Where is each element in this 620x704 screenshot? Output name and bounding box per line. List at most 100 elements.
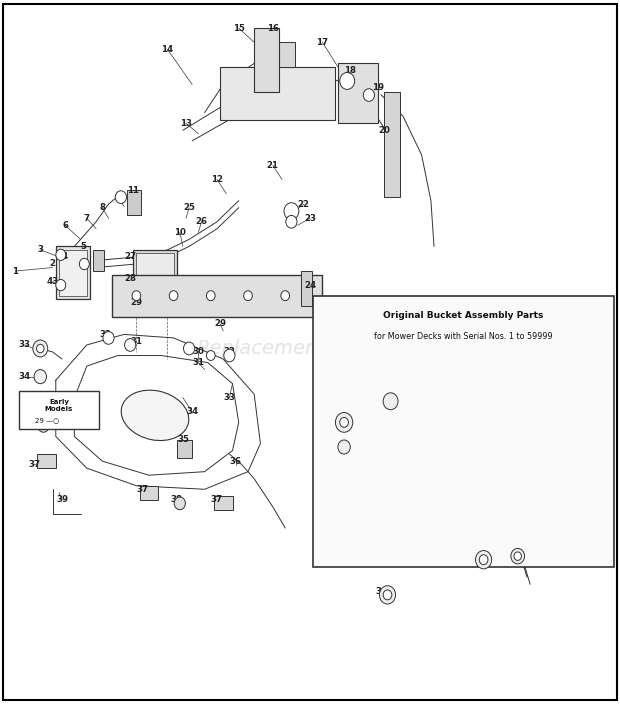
Bar [313, 296, 614, 567]
Text: Early
Models: Early Models [45, 399, 73, 412]
Bar [133, 250, 177, 289]
Text: 8: 8 [99, 203, 105, 212]
Circle shape [363, 89, 374, 101]
Bar [443, 405, 462, 419]
Text: 18: 18 [344, 66, 356, 75]
Text: 29: 29 [214, 320, 226, 328]
Text: 38: 38 [28, 422, 40, 430]
Text: 33: 33 [19, 341, 31, 349]
Circle shape [38, 420, 49, 432]
Text: 32: 32 [99, 330, 112, 339]
Bar [301, 271, 312, 306]
Circle shape [224, 349, 235, 362]
Text: 42: 42 [443, 401, 456, 409]
Text: 20: 20 [378, 126, 391, 134]
Text: 36: 36 [229, 457, 242, 465]
Ellipse shape [121, 390, 189, 441]
Text: 15: 15 [232, 24, 245, 32]
Text: 33: 33 [223, 394, 236, 402]
Bar [19, 391, 99, 429]
Bar [140, 486, 158, 500]
Circle shape [37, 344, 44, 353]
Circle shape [511, 548, 525, 564]
Circle shape [338, 440, 350, 454]
Text: 34: 34 [326, 439, 338, 448]
Text: 23: 23 [304, 214, 316, 222]
Text: 31: 31 [130, 337, 143, 346]
Circle shape [284, 203, 299, 220]
Text: 21: 21 [267, 161, 279, 170]
Text: 10: 10 [174, 228, 186, 237]
Text: 39: 39 [56, 496, 68, 504]
Text: 12: 12 [211, 175, 223, 184]
Text: 38: 38 [170, 496, 183, 504]
Text: 24: 24 [304, 281, 316, 289]
Bar [220, 67, 335, 120]
Text: 17: 17 [316, 38, 329, 46]
Text: 34: 34 [375, 587, 388, 596]
Circle shape [383, 393, 398, 410]
Text: 37: 37 [136, 485, 149, 494]
Circle shape [103, 332, 114, 344]
Text: 13: 13 [180, 119, 192, 127]
Text: 26: 26 [195, 218, 208, 226]
Circle shape [479, 555, 488, 565]
Circle shape [340, 417, 348, 427]
Circle shape [476, 551, 492, 569]
Circle shape [335, 413, 353, 432]
Text: 25: 25 [183, 203, 195, 212]
Circle shape [125, 339, 136, 351]
Circle shape [34, 370, 46, 384]
Circle shape [132, 291, 141, 301]
Circle shape [379, 586, 396, 604]
Text: 7: 7 [84, 214, 90, 222]
Circle shape [169, 291, 178, 301]
Text: Original Bucket Assembly Parts: Original Bucket Assembly Parts [383, 311, 544, 320]
Text: 6: 6 [62, 221, 68, 230]
Text: 32: 32 [223, 348, 236, 356]
Circle shape [286, 215, 297, 228]
Text: 22: 22 [298, 200, 310, 208]
Bar [384, 92, 400, 197]
Circle shape [340, 73, 355, 89]
Circle shape [33, 340, 48, 357]
Text: 27: 27 [124, 253, 136, 261]
Circle shape [56, 279, 66, 291]
Text: 40: 40 [471, 552, 484, 560]
Text: 33: 33 [332, 411, 344, 420]
Text: 37: 37 [211, 496, 223, 504]
Circle shape [206, 291, 215, 301]
Text: 37: 37 [28, 460, 40, 469]
Bar [406, 426, 425, 439]
Bar [136, 253, 174, 285]
Circle shape [206, 351, 215, 360]
Bar [37, 454, 56, 468]
Circle shape [244, 291, 252, 301]
Text: 14: 14 [161, 45, 174, 54]
Circle shape [281, 291, 290, 301]
Text: ReplacementParts.com: ReplacementParts.com [197, 339, 423, 358]
Text: 34: 34 [186, 408, 198, 416]
Text: 3: 3 [37, 246, 43, 254]
Text: 34: 34 [19, 372, 31, 381]
Text: 30: 30 [192, 348, 205, 356]
Circle shape [383, 590, 392, 600]
Text: 35: 35 [177, 436, 189, 444]
Bar [93, 250, 104, 271]
Circle shape [174, 497, 185, 510]
Text: 40: 40 [381, 383, 394, 391]
Bar [59, 250, 87, 296]
Text: 1: 1 [12, 267, 19, 275]
Bar [56, 246, 90, 299]
Text: 4: 4 [62, 253, 68, 261]
Bar [260, 42, 294, 67]
Text: 43: 43 [46, 277, 59, 286]
Text: 29: 29 [130, 298, 143, 307]
Circle shape [79, 258, 89, 270]
Circle shape [514, 552, 521, 560]
Text: 31: 31 [192, 358, 205, 367]
Text: 5: 5 [81, 242, 87, 251]
Text: 11: 11 [127, 186, 140, 194]
Text: 2: 2 [50, 260, 56, 268]
Bar [112, 275, 322, 317]
